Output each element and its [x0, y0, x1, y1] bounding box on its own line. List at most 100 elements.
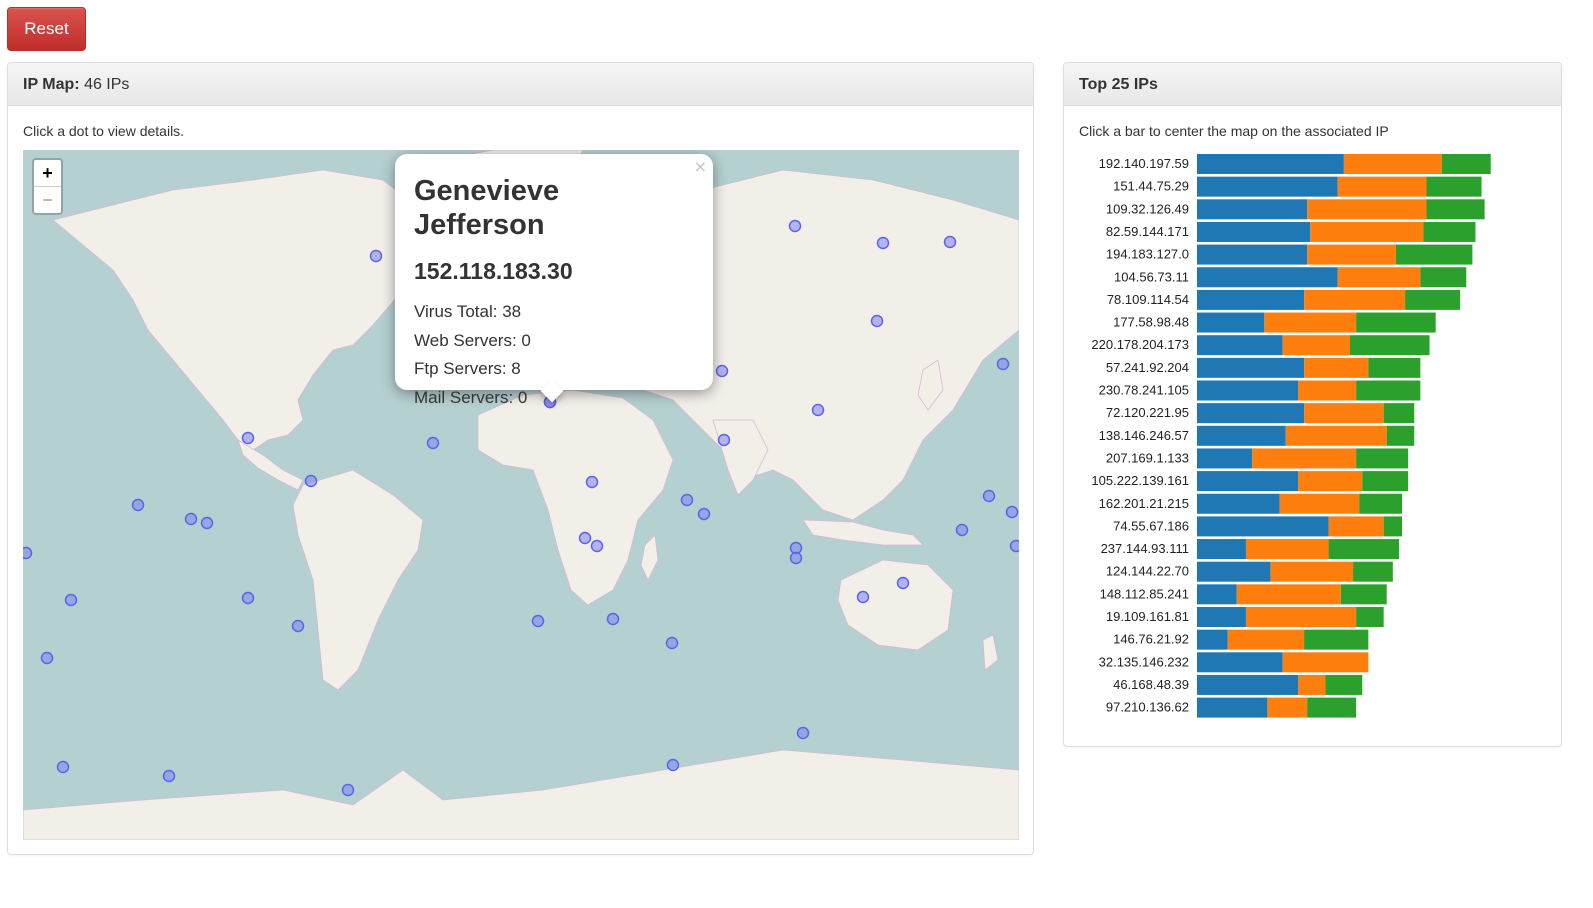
- ip-bar-segment-1[interactable]: [1197, 199, 1308, 220]
- ip-bar-segment-3[interactable]: [1426, 176, 1482, 197]
- ip-dot[interactable]: [304, 474, 318, 488]
- ip-bar-segment-2[interactable]: [1285, 425, 1387, 446]
- ip-bar-segment-2[interactable]: [1307, 244, 1396, 265]
- ip-dot[interactable]: [341, 783, 355, 797]
- zoom-out-button[interactable]: −: [42, 190, 53, 210]
- ip-dot[interactable]: [184, 512, 198, 526]
- ip-dot[interactable]: [715, 364, 729, 378]
- ip-bar-segment-3[interactable]: [1441, 154, 1491, 174]
- ip-dot[interactable]: [241, 431, 255, 445]
- ip-dot[interactable]: [943, 235, 957, 249]
- ip-dot[interactable]: [531, 614, 545, 628]
- ip-dot[interactable]: [56, 760, 70, 774]
- ip-dot[interactable]: [200, 516, 214, 530]
- ip-bar-segment-2[interactable]: [1270, 561, 1354, 582]
- ip-dot[interactable]: [680, 493, 694, 507]
- ip-bar-segment-1[interactable]: [1197, 289, 1305, 310]
- ip-bar-segment-2[interactable]: [1310, 221, 1424, 242]
- ip-dot[interactable]: [789, 551, 803, 565]
- ip-bar-segment-1[interactable]: [1197, 561, 1271, 582]
- zoom-in-button[interactable]: +: [34, 160, 61, 187]
- ip-bar-segment-3[interactable]: [1304, 629, 1369, 650]
- ip-dot[interactable]: [665, 636, 679, 650]
- ip-bar-segment-2[interactable]: [1337, 267, 1421, 288]
- ip-dot[interactable]: [291, 619, 305, 633]
- ip-dot[interactable]: [40, 651, 54, 665]
- ip-dot[interactable]: [1009, 539, 1020, 553]
- ip-dot[interactable]: [131, 498, 145, 512]
- ip-bar-segment-3[interactable]: [1356, 380, 1421, 401]
- ip-bar-segment-2[interactable]: [1307, 199, 1427, 220]
- ip-dot[interactable]: [666, 758, 680, 772]
- ip-dot[interactable]: [876, 236, 890, 250]
- ip-bar-segment-1[interactable]: [1197, 335, 1283, 356]
- ip-bar-segment-2[interactable]: [1245, 539, 1329, 560]
- ip-bar-segment-1[interactable]: [1197, 471, 1298, 492]
- ip-bar-segment-1[interactable]: [1197, 607, 1246, 627]
- reset-button[interactable]: Reset: [7, 7, 86, 51]
- ip-bar-segment-1[interactable]: [1197, 584, 1237, 605]
- popup-close-button[interactable]: ×: [693, 157, 707, 176]
- ip-bar-segment-2[interactable]: [1279, 493, 1360, 514]
- ip-dot[interactable]: [896, 576, 910, 590]
- ip-dot[interactable]: [23, 546, 33, 560]
- ip-bar-segment-1[interactable]: [1197, 425, 1286, 446]
- ip-bar-segment-1[interactable]: [1197, 312, 1265, 333]
- ip-bar-segment-1[interactable]: [1197, 516, 1329, 537]
- ip-dot[interactable]: [717, 433, 731, 447]
- ip-bar-segment-3[interactable]: [1395, 244, 1473, 265]
- ip-bar-segment-2[interactable]: [1264, 312, 1357, 333]
- ip-dot[interactable]: [996, 357, 1010, 371]
- ip-bar-segment-2[interactable]: [1267, 697, 1308, 718]
- ip-bar-segment-3[interactable]: [1307, 697, 1357, 718]
- ip-bar-segment-3[interactable]: [1359, 493, 1403, 514]
- ip-bar-segment-2[interactable]: [1297, 380, 1357, 401]
- ip-bar-segment-1[interactable]: [1197, 154, 1344, 174]
- ip-bar-segment-3[interactable]: [1405, 289, 1461, 310]
- ip-bar-segment-1[interactable]: [1197, 652, 1283, 673]
- ip-bar-segment-2[interactable]: [1252, 448, 1357, 469]
- ip-dot[interactable]: [241, 591, 255, 605]
- ip-bar-segment-1[interactable]: [1197, 380, 1298, 401]
- ip-bar-segment-3[interactable]: [1368, 357, 1421, 378]
- ip-dot[interactable]: [811, 403, 825, 417]
- ip-bar-segment-3[interactable]: [1386, 425, 1415, 446]
- ip-bar-segment-3[interactable]: [1325, 674, 1363, 695]
- ip-bar-segment-2[interactable]: [1297, 471, 1363, 492]
- ip-bar-segment-3[interactable]: [1383, 403, 1415, 424]
- ip-bar-segment-2[interactable]: [1236, 584, 1341, 605]
- ip-dot[interactable]: [870, 314, 884, 328]
- ip-bar-segment-2[interactable]: [1245, 607, 1357, 627]
- ip-bar-segment-3[interactable]: [1356, 312, 1436, 333]
- ip-bar-segment-2[interactable]: [1337, 176, 1427, 197]
- ip-bar-segment-1[interactable]: [1197, 674, 1298, 695]
- ip-dot[interactable]: [590, 539, 604, 553]
- ip-bar-segment-2[interactable]: [1304, 289, 1406, 310]
- ip-bar-segment-1[interactable]: [1197, 403, 1305, 424]
- ip-dot[interactable]: [697, 507, 711, 521]
- ip-bar-segment-3[interactable]: [1353, 561, 1393, 582]
- ip-dot[interactable]: [369, 249, 383, 263]
- ip-bar-segment-2[interactable]: [1328, 516, 1384, 537]
- ip-bar-segment-3[interactable]: [1426, 199, 1485, 220]
- ip-bar-segment-3[interactable]: [1383, 516, 1403, 537]
- ip-bar-segment-3[interactable]: [1328, 539, 1399, 560]
- ip-dot[interactable]: [585, 475, 599, 489]
- ip-bar-segment-1[interactable]: [1197, 539, 1246, 560]
- world-map[interactable]: + − × Genevieve Jefferson 152.118.183.30…: [23, 150, 1019, 840]
- ip-bar-segment-1[interactable]: [1197, 697, 1268, 718]
- ip-bar-segment-1[interactable]: [1197, 267, 1338, 288]
- ip-bar-segment-3[interactable]: [1362, 471, 1409, 492]
- ip-bar-segment-1[interactable]: [1197, 493, 1280, 514]
- ip-dot[interactable]: [426, 436, 440, 450]
- ip-bar-segment-3[interactable]: [1420, 267, 1467, 288]
- ip-bar-segment-2[interactable]: [1297, 674, 1326, 695]
- ip-bar-segment-1[interactable]: [1197, 357, 1305, 378]
- ip-bar-segment-2[interactable]: [1282, 652, 1369, 673]
- ip-bar-segment-1[interactable]: [1197, 448, 1253, 469]
- ip-dot[interactable]: [578, 531, 592, 545]
- ip-bar-segment-2[interactable]: [1304, 357, 1369, 378]
- ip-bar-segment-1[interactable]: [1197, 629, 1228, 650]
- ip-bar-segment-3[interactable]: [1423, 221, 1476, 242]
- ip-dot[interactable]: [982, 489, 996, 503]
